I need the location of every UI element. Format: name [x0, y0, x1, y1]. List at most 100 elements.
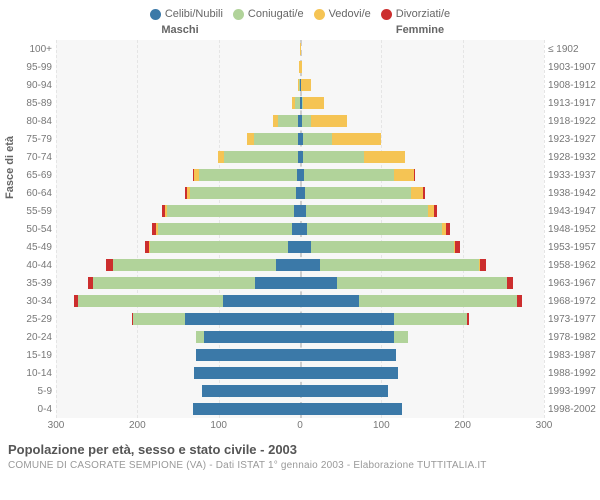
female-half	[300, 364, 544, 382]
age-row	[56, 310, 544, 328]
bar-segment	[292, 223, 300, 236]
bar-segment	[414, 169, 416, 182]
bar-segment	[300, 403, 402, 416]
bar-segment	[300, 61, 302, 74]
bar-segment	[364, 151, 405, 164]
female-half	[300, 130, 544, 148]
female-half	[300, 328, 544, 346]
age-row	[56, 382, 544, 400]
chart-rows	[56, 40, 544, 418]
bar-segment	[507, 277, 513, 290]
birth-year-label: 1908-1912	[548, 76, 600, 94]
bar-segment	[254, 133, 299, 146]
age-label: 5-9	[16, 382, 52, 400]
female-half	[300, 256, 544, 274]
male-half	[56, 346, 300, 364]
bar-segment	[455, 241, 460, 254]
age-row	[56, 202, 544, 220]
bar-segment	[394, 313, 467, 326]
bar-segment	[332, 133, 381, 146]
legend-label: Coniugati/e	[248, 8, 304, 20]
female-half	[300, 58, 544, 76]
bar-segment	[300, 367, 398, 380]
birth-year-label: 1928-1932	[548, 148, 600, 166]
female-half	[300, 112, 544, 130]
chart-subtitle: COMUNE DI CASORATE SEMPIONE (VA) - Dati …	[8, 459, 592, 472]
age-row	[56, 76, 544, 94]
header-males: Maschi	[60, 24, 300, 36]
bar-segment	[113, 259, 276, 272]
birth-year-label: 1948-1952	[548, 220, 600, 238]
male-half	[56, 40, 300, 58]
birth-year-label: 1903-1907	[548, 58, 600, 76]
female-half	[300, 76, 544, 94]
birth-year-label: ≤ 1902	[548, 40, 600, 58]
female-half	[300, 400, 544, 418]
age-row	[56, 130, 544, 148]
birth-year-label: 1993-1997	[548, 382, 600, 400]
bar-segment	[411, 187, 423, 200]
bar-segment	[78, 295, 223, 308]
birth-year-label: 1943-1947	[548, 202, 600, 220]
male-half	[56, 184, 300, 202]
bar-segment	[337, 277, 508, 290]
chart-title: Popolazione per età, sesso e stato civil…	[8, 442, 592, 459]
age-row	[56, 220, 544, 238]
x-tick: 100	[373, 420, 390, 431]
bar-segment	[224, 151, 297, 164]
male-half	[56, 76, 300, 94]
female-half	[300, 166, 544, 184]
bar-segment	[359, 295, 518, 308]
age-label: 30-34	[16, 292, 52, 310]
age-label: 20-24	[16, 328, 52, 346]
female-half	[300, 292, 544, 310]
bar-segment	[311, 241, 453, 254]
bar-segment	[303, 151, 364, 164]
male-half	[56, 256, 300, 274]
bar-segment	[300, 349, 396, 362]
pyramid-chart: Fasce di età Anni di nascita 100+95-9990…	[56, 40, 544, 418]
legend-label: Vedovi/e	[329, 8, 371, 20]
female-half	[300, 202, 544, 220]
bar-segment	[223, 295, 300, 308]
y-axis-left: 100+95-9990-9485-8980-8475-7970-7465-696…	[16, 40, 52, 418]
birth-year-label: 1978-1982	[548, 328, 600, 346]
bar-segment	[300, 43, 301, 56]
x-tick: 100	[210, 420, 227, 431]
male-half	[56, 400, 300, 418]
birth-year-label: 1938-1942	[548, 184, 600, 202]
male-half	[56, 292, 300, 310]
bar-segment	[193, 403, 300, 416]
male-half	[56, 274, 300, 292]
age-row	[56, 58, 544, 76]
bar-segment	[167, 205, 293, 218]
birth-year-label: 1998-2002	[548, 400, 600, 418]
female-half	[300, 148, 544, 166]
male-half	[56, 148, 300, 166]
female-half	[300, 310, 544, 328]
x-tick: 200	[454, 420, 471, 431]
bar-segment	[194, 367, 300, 380]
legend-swatch	[381, 9, 392, 20]
bar-segment	[467, 313, 469, 326]
footer: Popolazione per età, sesso e stato civil…	[0, 434, 600, 472]
gridline	[544, 40, 545, 418]
bar-segment	[276, 259, 300, 272]
bar-segment	[288, 241, 300, 254]
bar-segment	[304, 169, 393, 182]
legend-item: Coniugati/e	[233, 8, 304, 20]
age-row	[56, 184, 544, 202]
x-tick: 200	[129, 420, 146, 431]
age-row	[56, 364, 544, 382]
age-row	[56, 112, 544, 130]
legend-item: Vedovi/e	[314, 8, 371, 20]
age-label: 35-39	[16, 274, 52, 292]
x-tick: 0	[297, 420, 303, 431]
y-axis-label-left: Fasce di età	[4, 136, 16, 199]
y-axis-right: ≤ 19021903-19071908-19121913-19171918-19…	[548, 40, 600, 418]
legend-swatch	[233, 9, 244, 20]
age-row	[56, 166, 544, 184]
age-label: 10-14	[16, 364, 52, 382]
bar-segment	[305, 187, 411, 200]
birth-year-label: 1988-1992	[548, 364, 600, 382]
